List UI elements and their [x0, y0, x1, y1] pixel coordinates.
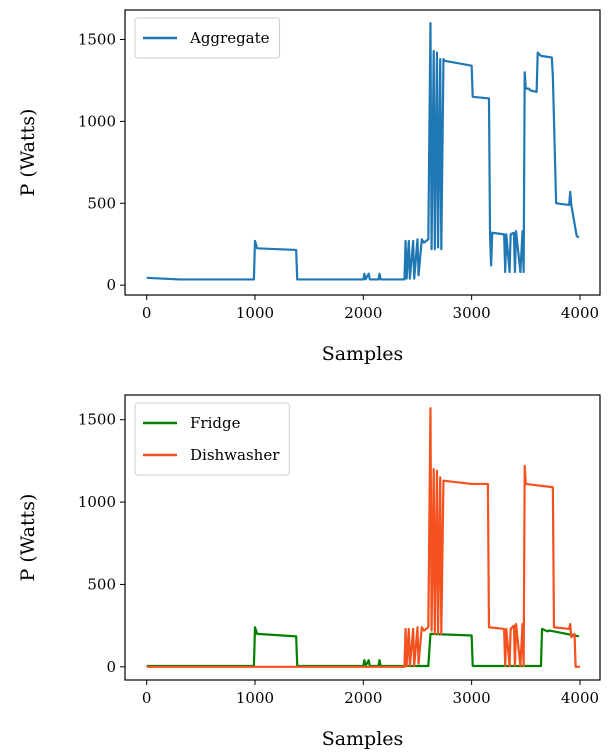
y-tick-label: 500 [87, 194, 116, 212]
x-tick-label: 0 [142, 689, 152, 707]
y-tick-label: 0 [106, 658, 116, 676]
x-tick-label: 0 [142, 304, 152, 322]
legend: Aggregate [134, 17, 281, 59]
x-tick-label: 3000 [453, 689, 491, 707]
y-tick-label: 500 [87, 575, 116, 593]
axes-frame [124, 9, 601, 296]
y-tick-label: 1000 [78, 112, 116, 130]
x-tick-label: 2000 [344, 304, 382, 322]
series-line [146, 22, 580, 281]
legend: Fridge Dishwasher [134, 402, 290, 476]
legend-label: Fridge [190, 414, 241, 432]
series-line [146, 407, 580, 668]
x-tick-label: 1000 [236, 304, 274, 322]
subplot: 0 1000 2000 3000 4000 0 500 1000 1500 Samples P (W… [17, 9, 601, 365]
legend-box [134, 17, 281, 59]
axes-frame [124, 394, 601, 681]
y-tick-label: 1500 [78, 30, 116, 48]
y-axis-label: P (Watts) [17, 494, 39, 582]
legend-label: Aggregate [189, 29, 270, 47]
x-tick-label: 2000 [344, 689, 382, 707]
subplot: 0 1000 2000 3000 4000 0 500 1000 1500 Samples P (W… [17, 394, 601, 750]
legend-box [134, 402, 290, 476]
x-tick-label: 4000 [561, 689, 599, 707]
legend-label: Dishwasher [190, 446, 280, 464]
y-axis-label: P (Watts) [17, 109, 39, 197]
x-tick-label: 4000 [561, 304, 599, 322]
y-tick-label: 1500 [78, 411, 116, 429]
series-line [146, 626, 580, 668]
y-tick-label: 0 [106, 276, 116, 294]
x-tick-label: 1000 [236, 689, 274, 707]
x-axis-label: Samples [322, 728, 404, 750]
x-tick-label: 3000 [453, 304, 491, 322]
x-axis-label: Samples [322, 343, 404, 365]
y-tick-label: 1000 [78, 493, 116, 511]
